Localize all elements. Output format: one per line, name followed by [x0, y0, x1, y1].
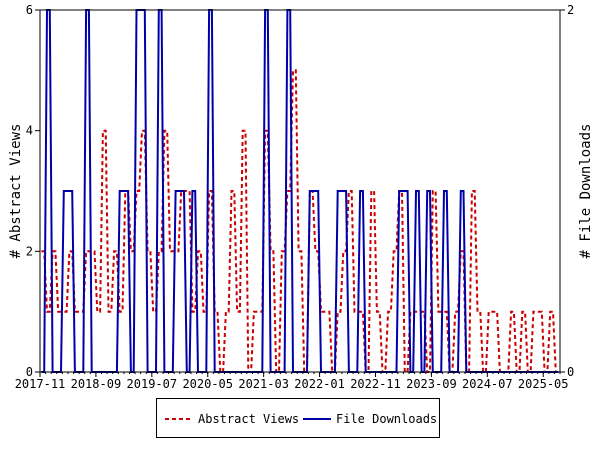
series-line-file-downloads — [41, 9, 559, 373]
y-axis-title: # Abstract Views — [8, 124, 24, 259]
x-tick-label: 2020-05 — [182, 377, 233, 391]
series-layer — [41, 9, 559, 373]
legend-swatch-file-downloads — [303, 418, 331, 420]
x-tick-label: 2018-09 — [71, 377, 122, 391]
legend: Abstract Views File Downloads — [156, 398, 440, 438]
plot-frame — [39, 9, 561, 373]
x-tick-label: 2022-01 — [294, 377, 345, 391]
y-tick-label: 6 — [26, 3, 33, 17]
x-tick-label: 2019-07 — [127, 377, 178, 391]
legend-item-abstract-views: Abstract Views — [165, 411, 299, 427]
x-tick-label: 2023-09 — [406, 377, 457, 391]
x-tick-label: 2025-05 — [518, 377, 569, 391]
y2-tick-label: 2 — [567, 3, 574, 17]
y-tick-label: 0 — [26, 365, 33, 379]
axis-layer: 0 2 4 6 0 2 2017-11 2018-09 2019-07 2020-05 2021-0… — [15, 3, 575, 391]
y-tick-label: 2 — [26, 244, 33, 258]
y2-axis-title: # File Downloads — [578, 124, 594, 259]
legend-item-file-downloads: File Downloads — [303, 411, 437, 427]
legend-label-abstract-views: Abstract Views — [198, 412, 300, 426]
x-tick-label: 2017-11 — [15, 377, 66, 391]
y-tick-label: 4 — [26, 124, 33, 138]
legend-swatch-abstract-views — [165, 418, 193, 420]
legend-label-file-downloads: File Downloads — [336, 412, 438, 426]
x-tick-label: 2022-11 — [350, 377, 401, 391]
y2-tick-label: 0 — [567, 365, 574, 379]
x-tick-label: 2021-03 — [238, 377, 289, 391]
x-tick-label: 2024-07 — [462, 377, 513, 391]
